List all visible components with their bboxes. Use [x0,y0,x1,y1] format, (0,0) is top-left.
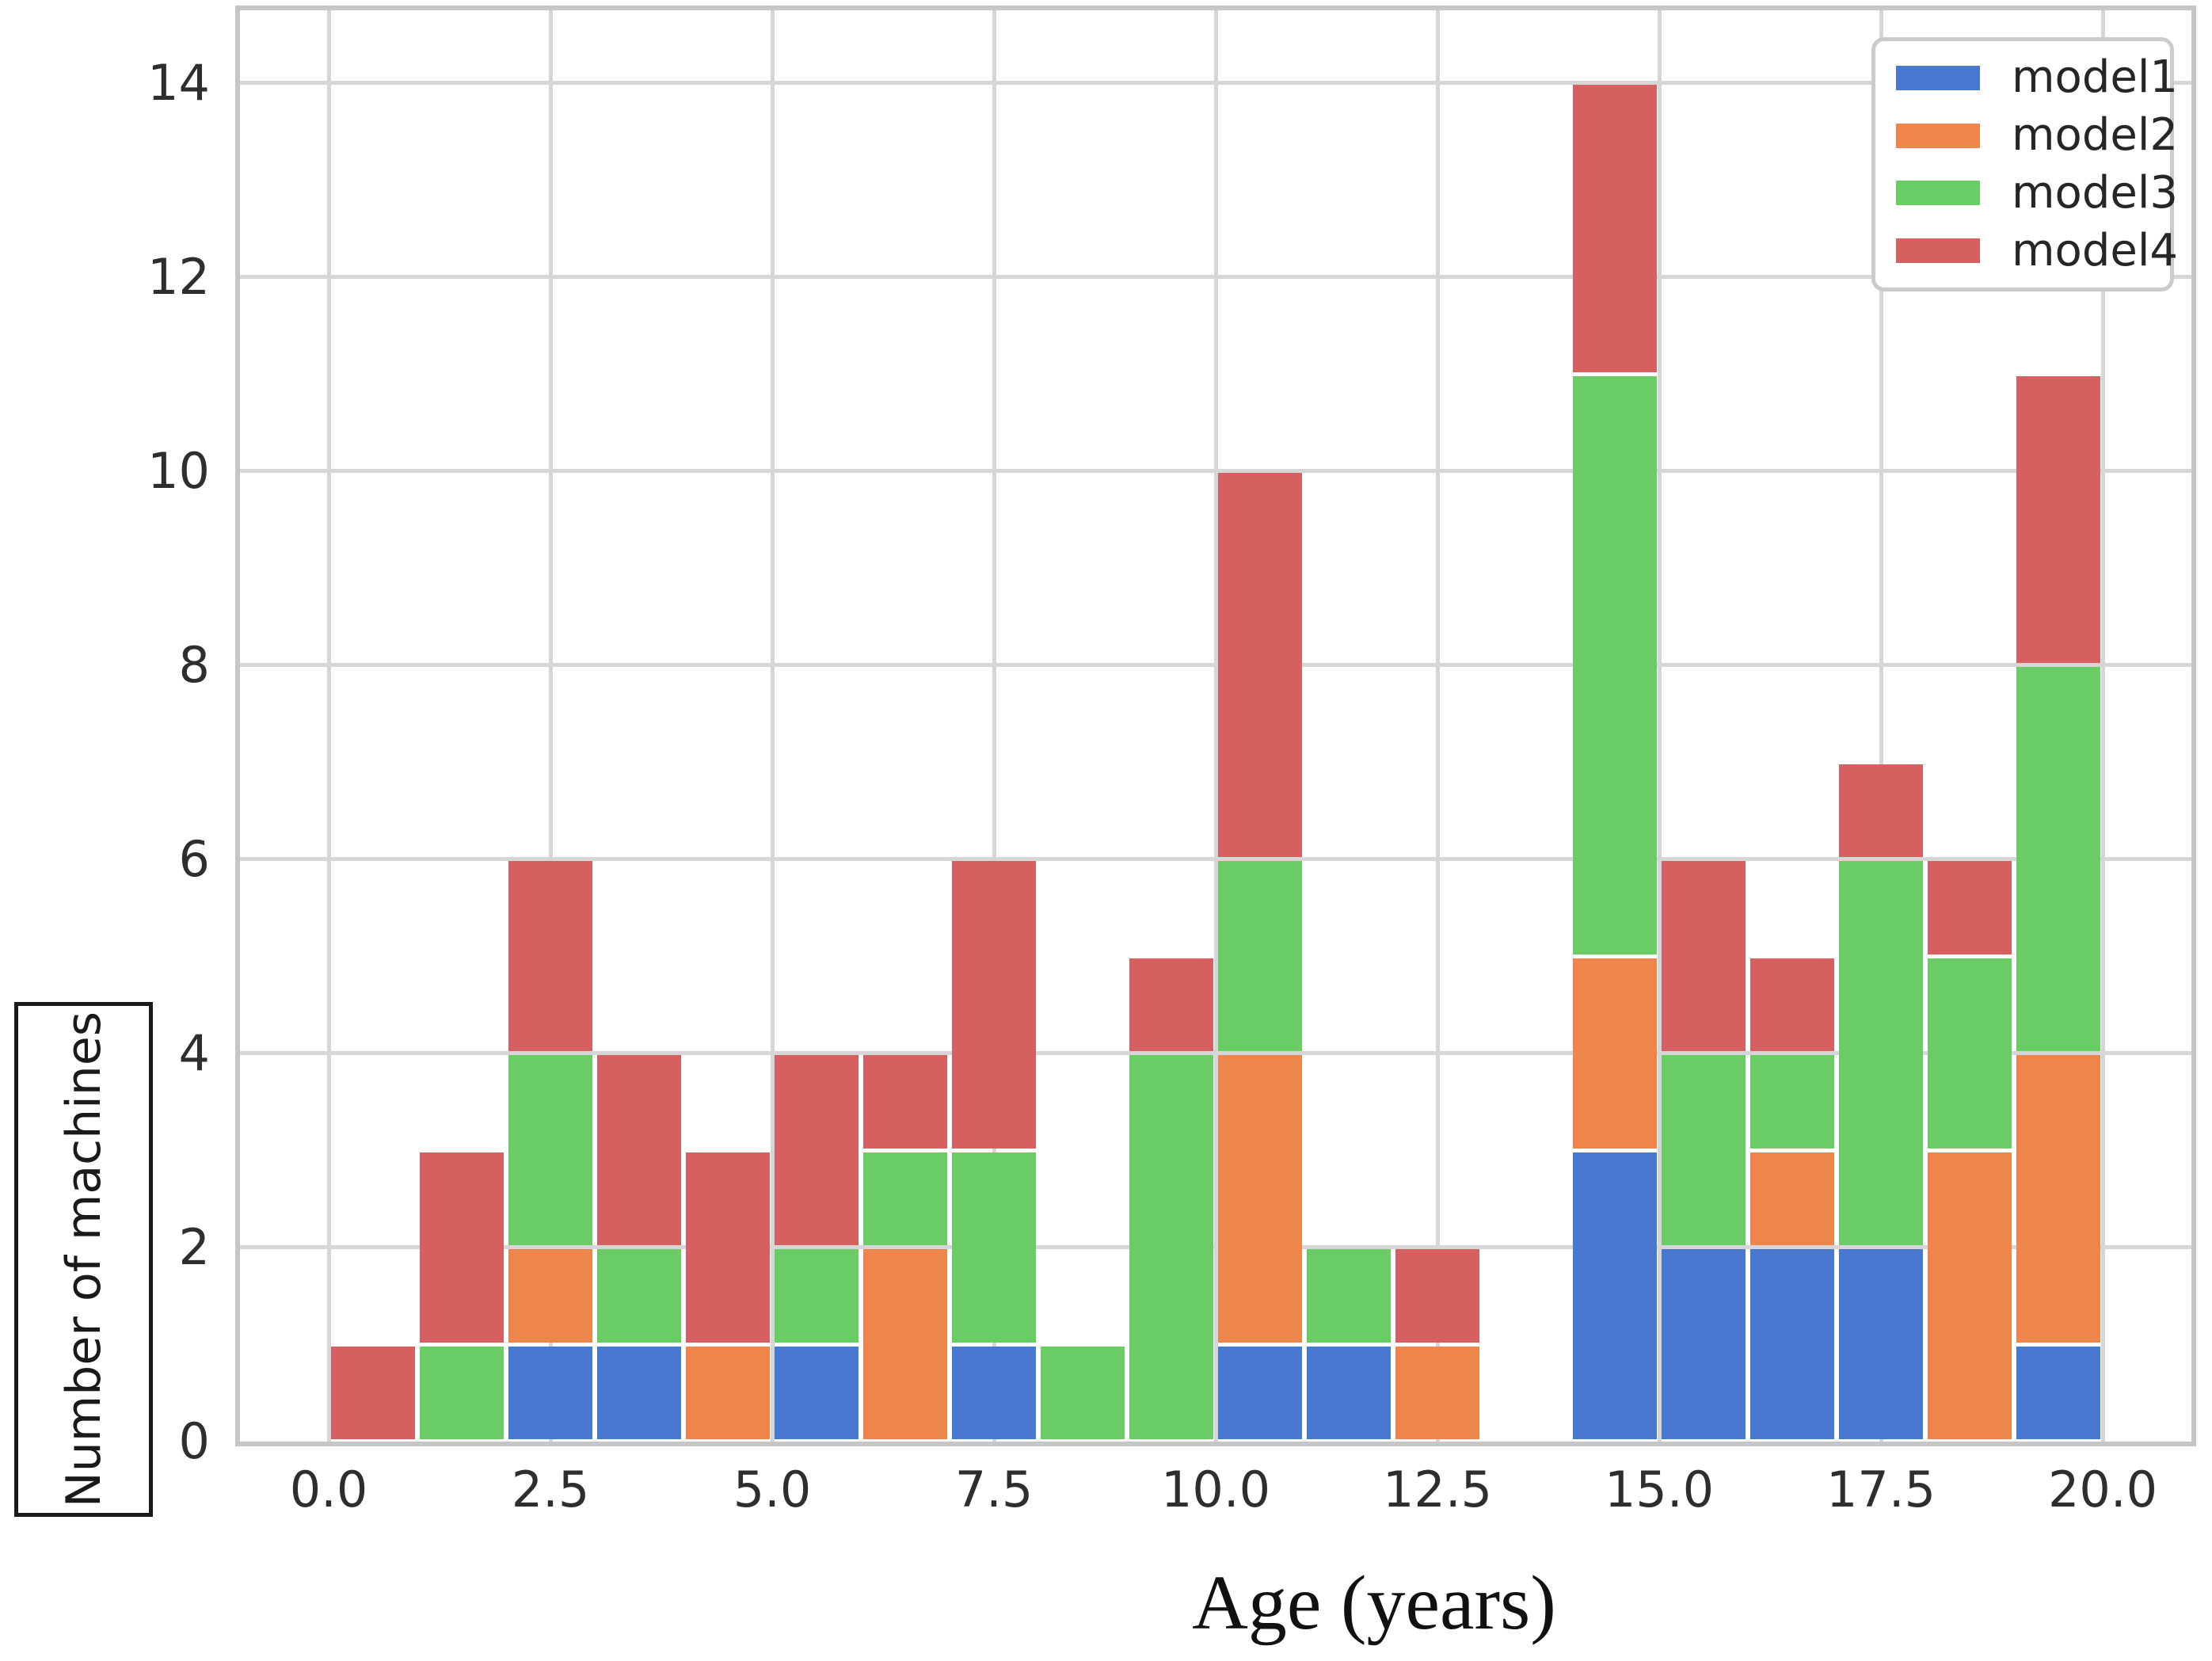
legend-item: model1 [1896,55,2178,100]
x-tick-label: 20.0 [2047,1461,2158,1518]
y-tick-label: 10 [147,441,210,500]
bar-segment-model3 [1129,1055,1213,1440]
gridline-vertical [1435,10,1440,1442]
bar-segment-model1 [1307,1346,1391,1440]
bar-segment-model2 [686,1346,770,1440]
legend-swatch-icon [1896,238,1980,264]
bar-segment-model4 [1395,1249,1479,1343]
legend-swatch-icon [1896,65,1980,90]
bar-segment-model3 [1839,861,1923,1246]
y-axis-label-box: Number of machines [14,1002,153,1517]
bar-segment-model3 [1662,1055,1746,1246]
bar-segment-model4 [508,861,592,1052]
bar-segment-model2 [1395,1346,1479,1440]
bar-segment-model4 [1750,958,1834,1052]
bar-segment-model2 [2016,1055,2100,1343]
x-tick-label: 10.0 [1160,1461,1271,1518]
bar-segment-model3 [952,1152,1036,1343]
bar-segment-model1 [508,1346,592,1440]
bar-segment-model1 [1750,1249,1834,1440]
gridline-vertical [1213,10,1218,1442]
gridline-vertical [2100,10,2105,1442]
bar-segment-model1 [775,1346,859,1440]
bar-segment-model4 [952,861,1036,1149]
bar-segment-model2 [508,1249,592,1343]
bar-segment-model3 [1928,958,2012,1149]
bar-segment-model4 [2016,375,2100,664]
bar-segment-model3 [1750,1055,1834,1149]
gridline-vertical [992,10,996,1442]
legend-label: model2 [2012,109,2178,162]
y-tick-label: 4 [178,1023,210,1082]
gridline-vertical [326,10,331,1442]
y-tick-label: 14 [147,53,210,112]
x-tick-label: 17.5 [1826,1461,1936,1518]
legend-label: model3 [2012,166,2178,219]
bar-segment-model1 [2016,1346,2100,1440]
legend-swatch-icon [1896,181,1980,206]
bar-segment-model4 [686,1152,770,1343]
legend-label: model4 [2012,224,2178,276]
bar-segment-model3 [1218,861,1302,1052]
bar-segment-model1 [1573,1152,1657,1440]
bar-segment-model4 [420,1152,504,1343]
bar-segment-model2 [1750,1152,1834,1246]
y-tick-label: 8 [178,635,210,694]
gridline-vertical [548,10,553,1442]
bar-segment-model3 [863,1152,947,1246]
legend-swatch-icon [1896,123,1980,148]
bar-segment-model3 [1573,375,1657,954]
x-tick-label: 0.0 [289,1461,368,1518]
bar-segment-model4 [1218,473,1302,858]
bar-segment-model3 [508,1055,592,1246]
legend-label: model1 [2012,51,2178,104]
bar-segment-model2 [1573,958,1657,1149]
bar-segment-model1 [1662,1249,1746,1440]
legend: model1 model2 model3 model4 [1871,37,2178,291]
bar-segment-model4 [863,1055,947,1149]
bar-segment-model4 [1129,958,1213,1052]
x-tick-label: 15.0 [1604,1461,1715,1518]
bar-segment-model3 [2016,667,2100,1052]
legend-item: model4 [1896,228,2178,273]
x-tick-label: 12.5 [1382,1461,1493,1518]
bar-segment-model1 [1218,1346,1302,1440]
bar-segment-model4 [1928,861,2012,954]
bar-segment-model3 [775,1249,859,1343]
bar-segment-model1 [1839,1249,1923,1440]
bar-segment-model4 [1573,85,1657,372]
bar-segment-model2 [863,1249,947,1440]
legend-item: model3 [1896,170,2178,215]
y-tick-label: 12 [147,247,210,306]
legend-item: model2 [1896,113,2178,158]
bar-segment-model3 [597,1249,681,1343]
x-tick-label: 2.5 [511,1461,590,1518]
bar-segment-model3 [1307,1249,1391,1343]
y-tick-label: 6 [178,829,210,888]
bar-segment-model1 [952,1346,1036,1440]
bar-segment-model4 [331,1346,415,1440]
bar-segment-model3 [1041,1346,1125,1440]
x-axis-label: Age (years) [1192,1560,1556,1646]
x-tick-label: 5.0 [733,1461,812,1518]
bar-segment-model2 [1928,1152,2012,1440]
bar-segment-model3 [420,1346,504,1440]
y-tick-label: 2 [178,1217,210,1276]
bar-segment-model4 [1662,861,1746,1052]
x-tick-label: 7.5 [954,1461,1034,1518]
bar-segment-model4 [1839,764,1923,858]
gridline-vertical [770,10,775,1442]
bar-segment-model4 [597,1055,681,1246]
gridline-vertical [1657,10,1662,1442]
y-tick-label: 0 [178,1412,210,1470]
bar-segment-model4 [775,1055,859,1246]
bar-segment-model2 [1218,1055,1302,1343]
gridline-vertical [1879,10,1883,1442]
bar-segment-model1 [597,1346,681,1440]
plot-area [235,6,2196,1446]
